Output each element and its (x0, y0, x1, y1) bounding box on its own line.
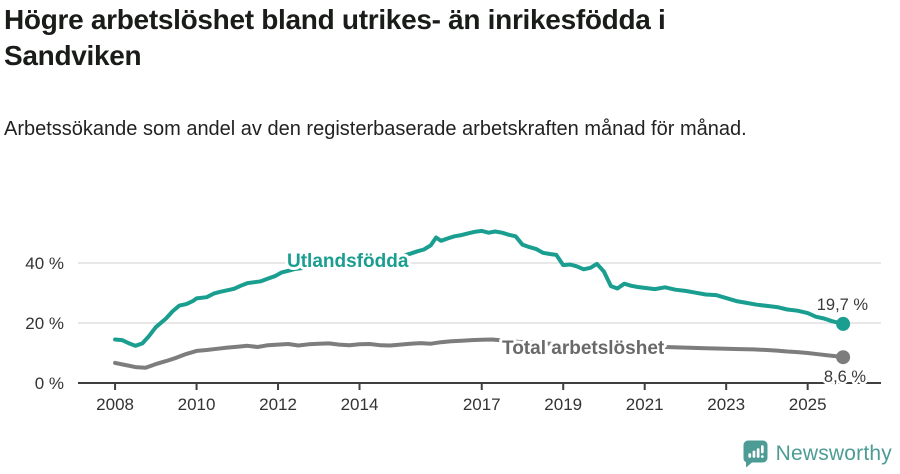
series-end-value-label: 19,7 % (817, 296, 869, 314)
bar-2 (752, 450, 755, 458)
series-end-dot (836, 350, 851, 365)
brand-name: Newsworthy (775, 441, 892, 465)
y-axis-tick-label: 40 % (25, 254, 64, 273)
x-axis-tick-label: 2023 (707, 395, 745, 414)
x-axis-tick-label: 2025 (789, 395, 827, 414)
series-line-utlandsfodda (113, 228, 846, 348)
y-axis-tick-label: 0 % (35, 374, 64, 393)
page-title: Högre arbetslöshet bland utrikes- än inr… (4, 4, 666, 71)
series-label-utlandsfodda: Utlandsfödda (287, 251, 409, 272)
newsworthy-brand: Newsworthy (742, 439, 892, 468)
x-axis-tick-label: 2008 (96, 395, 134, 414)
x-axis-tick-label: 2017 (463, 395, 501, 414)
series-end-value-label: 8,6 % (824, 368, 867, 386)
x-axis-tick-label: 2014 (341, 395, 379, 414)
series-end-dot (836, 316, 851, 331)
exclamation-stem (760, 445, 764, 454)
bar-1 (748, 453, 751, 458)
y-axis-tick-label: 20 % (25, 314, 64, 333)
chart-subtitle: Arbetssökande som andel av den registerb… (4, 118, 747, 140)
speech-bubble-bar-chart-icon (743, 440, 768, 468)
x-axis-tick-label: 2010 (178, 395, 216, 414)
x-axis-tick-label: 2012 (259, 395, 297, 414)
exclamation-dot (760, 455, 764, 458)
x-axis-tick-label: 2021 (626, 395, 664, 414)
bubble-shape (743, 440, 768, 468)
series-line-total (113, 337, 846, 370)
x-axis-tick-label: 2019 (544, 395, 582, 414)
bar-3 (756, 448, 760, 458)
series-label-total: Total arbetslöshet (502, 338, 665, 359)
